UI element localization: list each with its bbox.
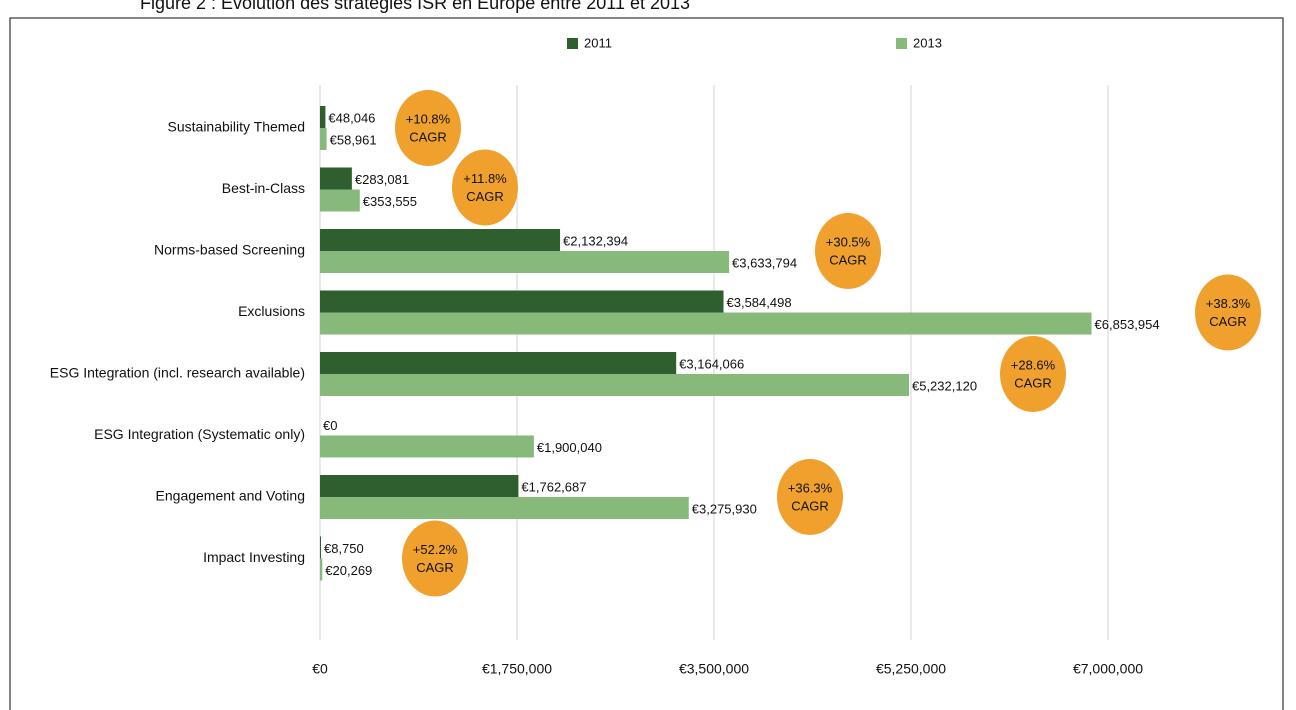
bar xyxy=(320,374,909,396)
cagr-suffix: CAGR xyxy=(1209,314,1247,329)
bar xyxy=(320,290,724,313)
value-label: €3,275,930 xyxy=(692,501,757,516)
value-label: €48,046 xyxy=(328,110,375,125)
legend-swatch xyxy=(567,38,578,49)
value-label: €2,132,394 xyxy=(563,233,628,248)
bar xyxy=(320,536,321,559)
cagr-value: +10.8% xyxy=(406,111,451,126)
bar xyxy=(320,128,327,150)
x-tick-label: €7,000,000 xyxy=(1073,661,1143,677)
cagr-value: +36.3% xyxy=(788,480,833,495)
cagr-value: +11.8% xyxy=(463,171,507,186)
x-tick-label: €0 xyxy=(312,661,328,677)
value-label: €1,762,687 xyxy=(521,479,586,494)
bar xyxy=(320,435,534,458)
legend-swatch xyxy=(896,38,907,49)
legend-label: 2011 xyxy=(584,35,612,50)
y-tick-label: Exclusions xyxy=(238,303,305,319)
x-tick-label: €1,750,000 xyxy=(482,661,552,677)
bar xyxy=(320,497,689,519)
cagr-bubble xyxy=(452,149,518,226)
cagr-value: +38.3% xyxy=(1206,296,1251,311)
y-tick-label: Norms-based Screening xyxy=(154,242,305,258)
frame xyxy=(9,17,1284,710)
cagr-bubble xyxy=(1195,274,1261,351)
chart-title: Figure 2 : Evolution des stratégies ISR … xyxy=(140,0,690,13)
cagr-bubble xyxy=(1000,336,1066,412)
bar xyxy=(320,189,360,212)
cagr-suffix: CAGR xyxy=(1014,375,1052,390)
y-tick-label: Best-in-Class xyxy=(222,180,305,196)
value-label: €5,232,120 xyxy=(912,378,977,393)
value-label: €20,269 xyxy=(325,563,372,578)
bar xyxy=(320,352,677,374)
y-tick-label: ESG Integration (Systematic only) xyxy=(94,426,305,442)
y-tick-label: Sustainability Themed xyxy=(168,119,305,135)
bar xyxy=(320,229,561,251)
value-label: €353,555 xyxy=(363,194,417,209)
cagr-suffix: CAGR xyxy=(409,129,447,144)
cagr-suffix: CAGR xyxy=(466,189,504,204)
value-label: €58,961 xyxy=(330,132,377,147)
cagr-value: +28.6% xyxy=(1011,357,1056,372)
value-label: €3,584,498 xyxy=(727,295,792,310)
value-label: €3,633,794 xyxy=(732,255,797,270)
bar xyxy=(320,251,730,273)
x-tick-label: €3,500,000 xyxy=(679,661,749,677)
x-tick-label: €5,250,000 xyxy=(876,661,946,677)
value-label: €8,750 xyxy=(324,541,364,556)
value-label: €0 xyxy=(323,418,337,433)
y-tick-label: ESG Integration (incl. research availabl… xyxy=(50,365,305,381)
cagr-bubble xyxy=(402,520,468,597)
cagr-suffix: CAGR xyxy=(791,498,829,513)
cagr-bubble xyxy=(777,459,843,535)
cagr-bubble xyxy=(395,90,461,166)
bar xyxy=(320,558,323,581)
value-label: €3,164,066 xyxy=(679,356,744,371)
value-label: €283,081 xyxy=(355,172,409,187)
cagr-value: +52.2% xyxy=(413,542,458,557)
bar xyxy=(320,312,1092,335)
legend-label: 2013 xyxy=(913,35,942,50)
y-tick-label: Impact Investing xyxy=(203,549,305,565)
cagr-suffix: CAGR xyxy=(416,560,454,575)
value-label: €6,853,954 xyxy=(1095,317,1160,332)
value-label: €1,900,040 xyxy=(537,440,602,455)
cagr-value: +30.5% xyxy=(826,234,871,249)
bar xyxy=(320,106,326,128)
cagr-suffix: CAGR xyxy=(829,252,867,267)
bar xyxy=(320,475,519,497)
bar xyxy=(320,167,352,190)
cagr-bubble xyxy=(815,213,881,289)
y-tick-label: Engagement and Voting xyxy=(156,488,305,504)
